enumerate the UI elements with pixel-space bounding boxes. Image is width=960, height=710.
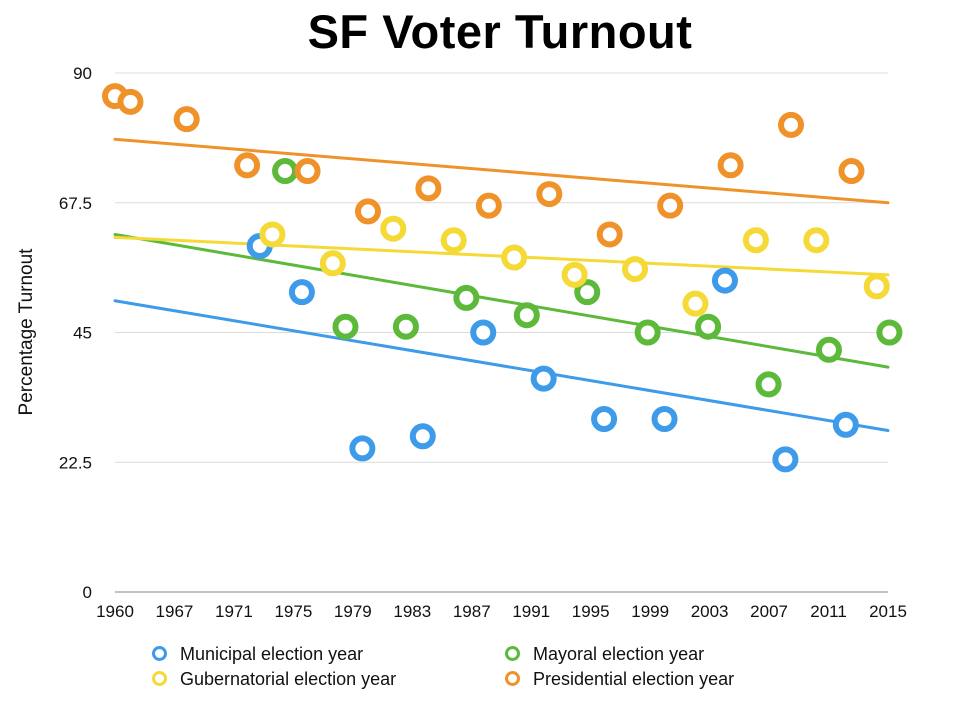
- data-point: [803, 227, 830, 254]
- data-point: [622, 256, 649, 283]
- data-point: [695, 313, 722, 340]
- trendline: [113, 232, 890, 369]
- data-point: [453, 284, 480, 311]
- data-point: [117, 88, 144, 115]
- data-point: [711, 267, 738, 294]
- data-point: [591, 406, 618, 432]
- y-tick-label: 90: [73, 64, 92, 83]
- legend-marker-icon: [505, 671, 520, 687]
- data-point: [778, 111, 805, 138]
- data-point: [501, 244, 528, 271]
- data-point: [815, 336, 842, 363]
- data-point: [682, 290, 709, 317]
- data-point: [574, 279, 601, 306]
- x-tick-label: 1979: [334, 602, 372, 621]
- data-point: [530, 365, 557, 392]
- data-point: [863, 273, 890, 300]
- legend-item: Presidential election year: [505, 667, 734, 691]
- data-point: [259, 221, 286, 248]
- legend-label: Municipal election year: [180, 644, 364, 664]
- data-point: [596, 221, 623, 248]
- data-point: [475, 192, 502, 219]
- x-tick-label: 1975: [274, 602, 312, 621]
- data-points: [102, 83, 903, 473]
- x-tick-label: 1987: [453, 602, 491, 621]
- x-tick-label: 2003: [691, 602, 729, 621]
- y-tick-label: 0: [83, 583, 92, 602]
- data-point: [717, 152, 744, 179]
- data-point: [319, 250, 346, 277]
- x-tick-label: 1991: [512, 602, 550, 621]
- legend-item: Municipal election year: [152, 642, 363, 666]
- x-tick-label: 2015: [869, 602, 907, 621]
- x-tick-label: 2011: [810, 602, 847, 621]
- y-axis-ticks: 0 22.5 45 67.5 90: [59, 64, 92, 602]
- data-point: [349, 435, 376, 462]
- legend-item: Mayoral election year: [505, 642, 704, 666]
- data-point: [876, 319, 903, 346]
- data-point: [354, 198, 381, 225]
- legend-label: Presidential election year: [533, 669, 735, 689]
- y-axis-label: Percentage Turnout: [16, 248, 37, 416]
- data-point: [173, 106, 200, 133]
- data-point: [380, 215, 407, 242]
- data-point: [234, 152, 261, 179]
- y-tick-label: 67.5: [59, 194, 92, 213]
- x-axis-ticks: 1960 1967 1971 1975 1979 1983 1987 1991 1995 1999…: [96, 602, 907, 621]
- trendline: [113, 137, 890, 205]
- data-point: [657, 192, 684, 219]
- data-point: [755, 371, 782, 398]
- grid-lines: [115, 72, 888, 593]
- data-point: [742, 227, 769, 254]
- legend-marker-icon: [152, 646, 167, 662]
- data-point: [513, 302, 540, 329]
- data-point: [470, 319, 497, 346]
- x-tick-label: 1999: [631, 602, 669, 621]
- y-tick-label: 45: [73, 324, 92, 343]
- data-point: [561, 261, 588, 288]
- data-point: [392, 313, 419, 340]
- legend-item: Gubernatorial election year: [152, 667, 396, 691]
- data-point: [651, 406, 678, 432]
- data-point: [634, 319, 661, 346]
- data-point: [332, 313, 359, 340]
- trendline: [113, 299, 890, 433]
- data-point: [838, 158, 865, 185]
- legend-marker-icon: [152, 671, 167, 687]
- data-point: [832, 411, 859, 438]
- data-point: [288, 279, 315, 306]
- legend-label: Mayoral election year: [533, 644, 705, 664]
- data-point: [272, 158, 299, 185]
- legend-marker-icon: [505, 646, 520, 662]
- data-point: [440, 227, 467, 254]
- x-tick-label: 1983: [393, 602, 431, 621]
- y-tick-label: 22.5: [59, 453, 92, 472]
- legend-label: Gubernatorial election year: [180, 669, 397, 689]
- x-tick-label: 2007: [750, 602, 788, 621]
- data-point: [772, 446, 799, 473]
- data-point: [415, 175, 442, 202]
- x-tick-label: 1960: [96, 602, 134, 621]
- x-tick-label: 1967: [156, 602, 194, 621]
- trendlines: [113, 137, 890, 433]
- chart-title: SF Voter Turnout: [307, 5, 693, 58]
- data-point: [294, 158, 321, 185]
- x-tick-label: 1995: [572, 602, 610, 621]
- data-point: [409, 423, 436, 450]
- x-tick-label: 1971: [215, 602, 253, 621]
- data-point: [536, 181, 563, 208]
